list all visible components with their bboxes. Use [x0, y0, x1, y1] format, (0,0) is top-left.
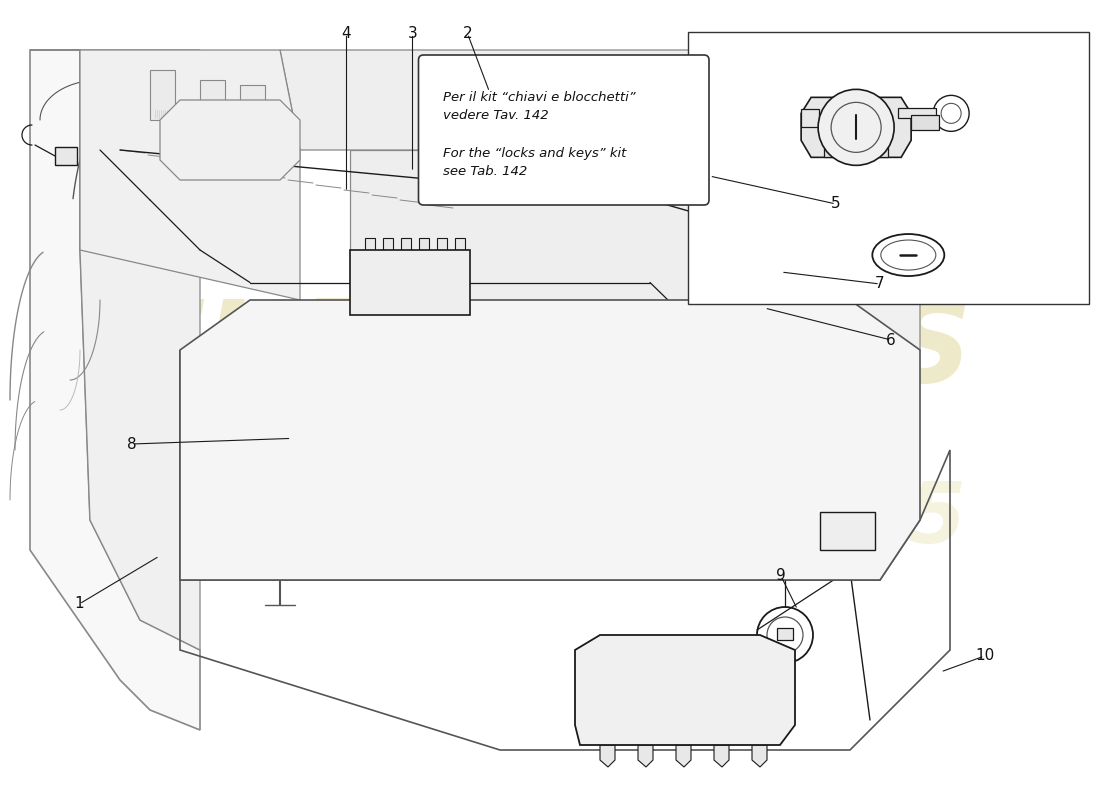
Text: 1: 1 — [75, 597, 84, 611]
Polygon shape — [898, 108, 936, 118]
Bar — [820, 512, 874, 550]
Bar — [419, 238, 429, 250]
Bar — [825, 520, 855, 545]
Text: 3: 3 — [408, 26, 417, 41]
Circle shape — [818, 90, 894, 166]
Polygon shape — [575, 635, 795, 745]
Polygon shape — [350, 150, 700, 300]
Text: a passion for parts: a passion for parts — [299, 424, 661, 536]
Bar — [525, 335, 535, 345]
Polygon shape — [676, 745, 691, 767]
Bar — [336, 466, 346, 474]
FancyBboxPatch shape — [418, 55, 710, 205]
Bar — [510, 335, 520, 345]
Text: EUROSPARES: EUROSPARES — [128, 294, 972, 406]
Bar — [480, 335, 490, 345]
Text: 1985: 1985 — [734, 479, 966, 561]
Bar — [200, 80, 225, 130]
Text: Per il kit “chiavi e blocchetti”
vedere Tav. 142: Per il kit “chiavi e blocchetti” vedere … — [443, 91, 636, 122]
Bar — [688, 32, 1089, 304]
Circle shape — [258, 448, 303, 492]
Polygon shape — [752, 745, 767, 767]
Polygon shape — [280, 50, 750, 150]
Bar — [365, 238, 375, 250]
Polygon shape — [638, 745, 653, 767]
Text: For the “locks and keys” kit
see Tab. 142: For the “locks and keys” kit see Tab. 14… — [443, 146, 627, 178]
Bar — [874, 530, 893, 542]
Text: 9: 9 — [777, 569, 785, 583]
Bar — [437, 238, 447, 250]
Polygon shape — [80, 50, 300, 300]
Bar — [911, 115, 939, 130]
Polygon shape — [30, 50, 200, 650]
Bar — [350, 250, 470, 315]
Circle shape — [443, 346, 468, 370]
Bar — [824, 135, 888, 158]
Bar — [55, 147, 77, 165]
Bar — [383, 238, 393, 250]
Bar — [346, 466, 358, 474]
Polygon shape — [160, 100, 300, 180]
Bar — [777, 628, 793, 640]
Polygon shape — [600, 745, 615, 767]
Bar — [540, 335, 550, 345]
Polygon shape — [714, 745, 729, 767]
Polygon shape — [720, 50, 920, 350]
Polygon shape — [30, 50, 200, 730]
Polygon shape — [180, 300, 920, 580]
Polygon shape — [801, 98, 911, 158]
Text: 6: 6 — [887, 333, 895, 347]
Bar — [495, 335, 505, 345]
Text: 8: 8 — [128, 437, 136, 451]
Bar — [455, 238, 465, 250]
Bar — [420, 330, 620, 385]
Text: 5: 5 — [832, 197, 840, 211]
Text: 7: 7 — [876, 277, 884, 291]
Bar — [402, 238, 411, 250]
Bar — [240, 85, 265, 135]
Bar — [420, 390, 620, 445]
Bar — [150, 70, 175, 120]
Bar — [801, 110, 820, 127]
Circle shape — [543, 346, 566, 370]
Bar — [440, 428, 590, 440]
Text: 2: 2 — [463, 26, 472, 41]
Text: 4: 4 — [342, 26, 351, 41]
Text: 10: 10 — [975, 649, 994, 663]
